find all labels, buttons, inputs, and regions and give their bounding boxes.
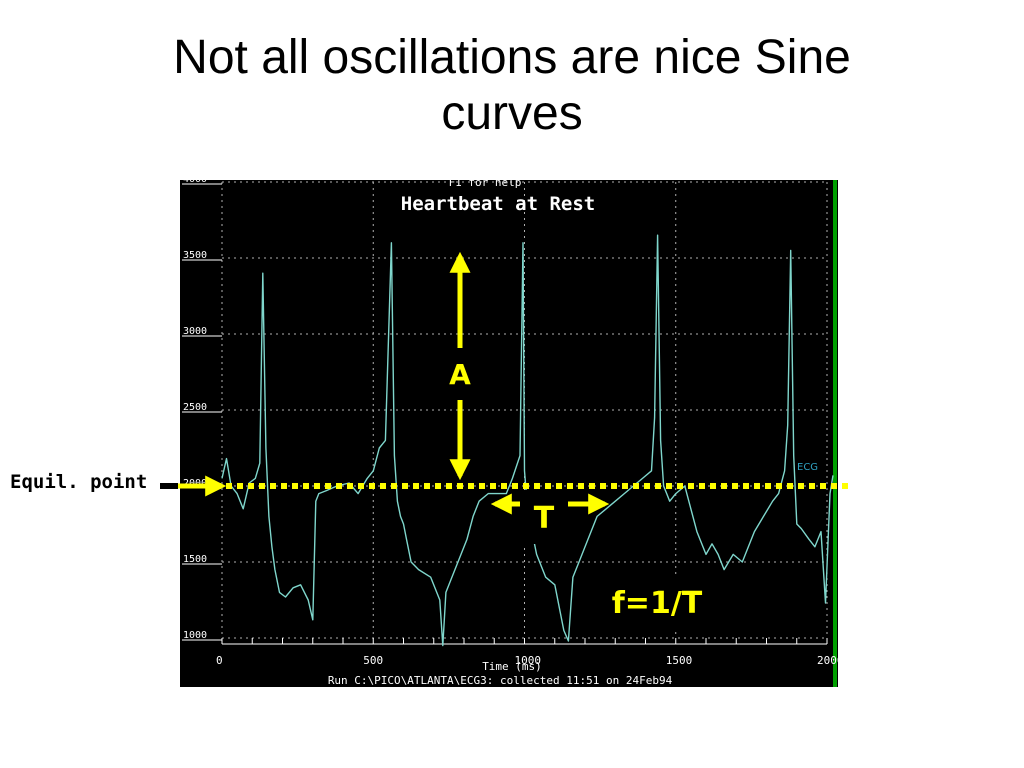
slide-title: Not all oscillations are nice Sine curve… [0, 30, 1024, 142]
x-tick-label: 500 [363, 654, 383, 667]
frequency-label-box [588, 577, 726, 629]
y-tick-label: 4000 [183, 174, 207, 185]
y-tick-label: 1500 [183, 554, 207, 565]
series-label: ECG [797, 462, 818, 473]
amplitude-label: A [449, 358, 471, 391]
chart-title: Heartbeat at Rest [401, 193, 595, 215]
plot-background [180, 180, 838, 687]
chart-footer: Run C:\PICO\ATLANTA\ECG3: collected 11:5… [328, 674, 673, 687]
plot-side-bar [833, 180, 837, 687]
y-tick-label: 3500 [183, 250, 207, 261]
frequency-label: f=1/T [612, 586, 703, 621]
help-note: F1 for help [449, 176, 522, 189]
annotation-overlay: A T f=1/T [160, 251, 852, 629]
slide-title-line-1: Not all oscillations are nice Sine [173, 31, 851, 84]
y-tick-label: 3000 [183, 326, 207, 337]
amplitude-label-box [435, 348, 485, 400]
equilibrium-pointer-bar [160, 483, 178, 489]
y-tick-label: 2500 [183, 402, 207, 413]
equilibrium-point-label: Equil. point [10, 471, 148, 493]
slide-title-line-2: curves [441, 87, 583, 140]
x-tick-label: 2000 [817, 654, 844, 667]
period-label: T [534, 501, 555, 536]
x-tick-label: 1000 [515, 654, 542, 667]
y-tick-label: 1000 [183, 630, 207, 641]
x-axis-label: Time (ms) [482, 660, 542, 673]
x-tick-label: 0 [216, 654, 223, 667]
ecg-trace-line [221, 234, 834, 647]
axis-ticks: 1000 1500 2000 2500 3000 3500 4000 0 500 1000 1500… [182, 174, 844, 667]
x-tick-label: 1500 [666, 654, 693, 667]
period-label-box [520, 490, 568, 544]
